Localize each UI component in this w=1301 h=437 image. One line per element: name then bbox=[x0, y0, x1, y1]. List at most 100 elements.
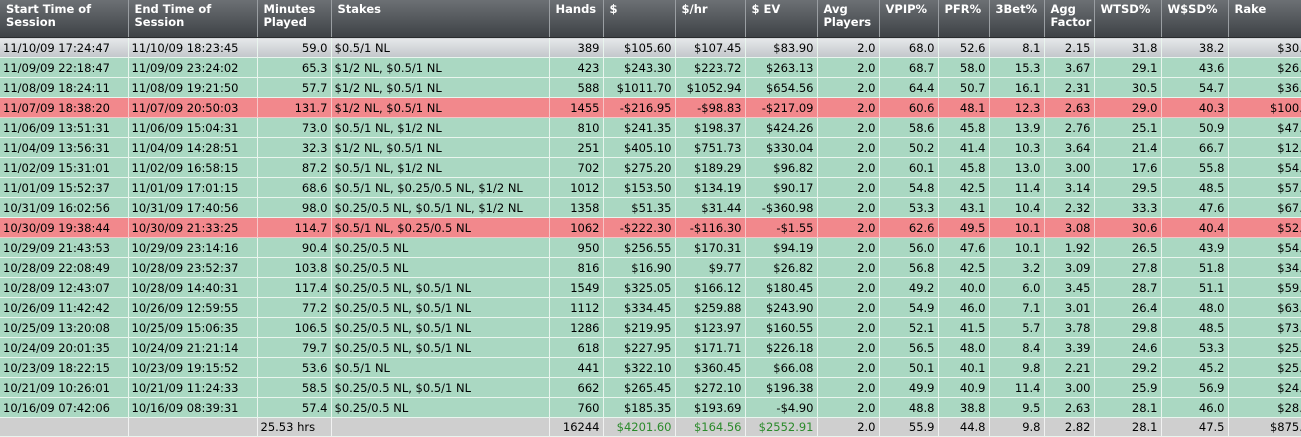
column-header-dollars-per-hour[interactable]: $/hr bbox=[675, 0, 746, 38]
cell-vpip: 49.2 bbox=[879, 277, 939, 298]
cell-hands: 810 bbox=[549, 117, 604, 138]
column-header-dollars-won[interactable]: $ bbox=[603, 0, 676, 38]
cell-start-time: 11/01/09 15:52:37 bbox=[0, 177, 129, 198]
table-row[interactable]: 11/02/09 15:31:01 11/02/09 16:58:15 87.2 $0… bbox=[0, 157, 1301, 178]
table-row[interactable]: 10/28/09 12:43:07 10/28/09 14:40:31 117.4 $… bbox=[0, 277, 1301, 298]
cell-rake: $100.85 bbox=[1228, 97, 1301, 118]
cell-avg-players: 2.0 bbox=[817, 357, 880, 378]
cell-dollars-won: $227.95 bbox=[603, 337, 676, 358]
cell-dollars-won: $153.50 bbox=[603, 177, 676, 198]
cell-wtsd: 26.5 bbox=[1094, 237, 1162, 258]
cell-rake: $52.25 bbox=[1228, 217, 1301, 238]
cell-agg-factor: 3.14 bbox=[1044, 177, 1095, 198]
column-header-wsd[interactable]: W$SD% bbox=[1161, 0, 1229, 38]
table-row[interactable]: 10/25/09 13:20:08 10/25/09 15:06:35 106.5 $… bbox=[0, 317, 1301, 338]
cell-minutes-played: 57.7 bbox=[257, 77, 332, 98]
column-header-avg-players[interactable]: Avg Players bbox=[817, 0, 880, 38]
cell-vpip: 50.1 bbox=[879, 357, 939, 378]
table-row[interactable]: 10/24/09 20:01:35 10/24/09 21:21:14 79.7 $0… bbox=[0, 337, 1301, 358]
cell-end-time: 10/26/09 12:59:55 bbox=[128, 297, 258, 318]
header-row: Start Time of Session End Time of Session… bbox=[0, 0, 1301, 38]
cell-hands: 816 bbox=[549, 257, 604, 278]
cell-wtsd: 17.6 bbox=[1094, 157, 1162, 178]
cell-pfr: 48.1 bbox=[938, 97, 990, 118]
table-row[interactable]: 10/26/09 11:42:42 10/26/09 12:59:55 77.2 $0… bbox=[0, 297, 1301, 318]
cell-hands: 423 bbox=[549, 57, 604, 78]
summary-agg-factor: 2.82 bbox=[1044, 417, 1095, 437]
cell-wtsd: 33.3 bbox=[1094, 197, 1162, 218]
cell-vpip: 60.1 bbox=[879, 157, 939, 178]
cell-dollars-per-hour: $193.69 bbox=[675, 397, 746, 418]
column-header-threebet[interactable]: 3Bet% bbox=[989, 0, 1045, 38]
cell-pfr: 41.4 bbox=[938, 137, 990, 158]
table-row[interactable]: 10/29/09 21:43:53 10/29/09 23:14:16 90.4 $0… bbox=[0, 237, 1301, 258]
cell-threebet: 10.1 bbox=[989, 237, 1045, 258]
column-header-pfr[interactable]: PFR% bbox=[938, 0, 990, 38]
cell-dollars-ev: $424.26 bbox=[745, 117, 818, 138]
column-header-vpip[interactable]: VPIP% bbox=[879, 0, 939, 38]
column-header-stakes[interactable]: Stakes bbox=[331, 0, 550, 38]
cell-avg-players: 2.0 bbox=[817, 397, 880, 418]
table-row[interactable]: 11/09/09 22:18:47 11/09/09 23:24:02 65.3 $1… bbox=[0, 57, 1301, 78]
cell-dollars-won: $256.55 bbox=[603, 237, 676, 258]
column-header-minutes-played[interactable]: Minutes Played bbox=[257, 0, 332, 38]
cell-vpip: 56.8 bbox=[879, 257, 939, 278]
cell-agg-factor: 2.32 bbox=[1044, 197, 1095, 218]
cell-vpip: 62.6 bbox=[879, 217, 939, 238]
cell-rake: $59.57 bbox=[1228, 277, 1301, 298]
cell-vpip: 56.5 bbox=[879, 337, 939, 358]
column-header-hands[interactable]: Hands bbox=[549, 0, 604, 38]
cell-minutes-played: 131.7 bbox=[257, 97, 332, 118]
cell-agg-factor: 3.00 bbox=[1044, 377, 1095, 398]
cell-pfr: 42.5 bbox=[938, 257, 990, 278]
cell-agg-factor: 3.67 bbox=[1044, 57, 1095, 78]
table-row[interactable]: 11/01/09 15:52:37 11/01/09 17:01:15 68.6 $0… bbox=[0, 177, 1301, 198]
cell-stakes: $0.25/0.5 NL bbox=[331, 397, 550, 418]
cell-minutes-played: 59.0 bbox=[257, 37, 332, 58]
cell-threebet: 6.0 bbox=[989, 277, 1045, 298]
cell-rake: $54.21 bbox=[1228, 237, 1301, 258]
cell-avg-players: 2.0 bbox=[817, 157, 880, 178]
table-row[interactable]: 10/31/09 16:02:56 10/31/09 17:40:56 98.0 $0… bbox=[0, 197, 1301, 218]
cell-hands: 662 bbox=[549, 377, 604, 398]
table-row[interactable]: 11/04/09 13:56:31 11/04/09 14:28:51 32.3 $1… bbox=[0, 137, 1301, 158]
cell-start-time: 10/29/09 21:43:53 bbox=[0, 237, 129, 258]
column-header-end-time[interactable]: End Time of Session bbox=[128, 0, 258, 38]
table-row[interactable]: 10/16/09 07:42:06 10/16/09 08:39:31 57.4 $0… bbox=[0, 397, 1301, 418]
table-row[interactable]: 11/07/09 18:38:20 11/07/09 20:50:03 131.7 $… bbox=[0, 97, 1301, 118]
cell-end-time: 10/29/09 23:14:16 bbox=[128, 237, 258, 258]
cell-agg-factor: 3.64 bbox=[1044, 137, 1095, 158]
cell-dollars-ev: -$217.09 bbox=[745, 97, 818, 118]
table-row[interactable]: 11/06/09 13:51:31 11/06/09 15:04:31 73.0 $0… bbox=[0, 117, 1301, 138]
cell-stakes: $0.25/0.5 NL, $0.5/1 NL bbox=[331, 297, 550, 318]
cell-hands: 1549 bbox=[549, 277, 604, 298]
cell-pfr: 41.5 bbox=[938, 317, 990, 338]
column-header-dollars-ev[interactable]: $ EV bbox=[745, 0, 818, 38]
cell-wsd: 40.3 bbox=[1161, 97, 1229, 118]
cell-end-time: 10/28/09 23:52:37 bbox=[128, 257, 258, 278]
cell-end-time: 10/21/09 11:24:33 bbox=[128, 377, 258, 398]
cell-minutes-played: 90.4 bbox=[257, 237, 332, 258]
column-header-agg-factor[interactable]: Agg Factor bbox=[1044, 0, 1095, 38]
cell-avg-players: 2.0 bbox=[817, 77, 880, 98]
cell-avg-players: 2.0 bbox=[817, 317, 880, 338]
cell-start-time: 10/30/09 19:38:44 bbox=[0, 217, 129, 238]
cell-start-time: 11/02/09 15:31:01 bbox=[0, 157, 129, 178]
cell-rake: $24.21 bbox=[1228, 377, 1301, 398]
cell-start-time: 10/16/09 07:42:06 bbox=[0, 397, 129, 418]
table-row[interactable]: 10/23/09 18:22:15 10/23/09 19:15:52 53.6 $0… bbox=[0, 357, 1301, 378]
cell-dollars-ev: $654.56 bbox=[745, 77, 818, 98]
column-header-rake[interactable]: Rake bbox=[1228, 0, 1301, 38]
cell-start-time: 10/25/09 13:20:08 bbox=[0, 317, 129, 338]
cell-wtsd: 24.6 bbox=[1094, 337, 1162, 358]
column-header-start-time[interactable]: Start Time of Session bbox=[0, 0, 129, 38]
table-row[interactable]: 10/21/09 10:26:01 10/21/09 11:24:33 58.5 $0… bbox=[0, 377, 1301, 398]
table-row[interactable]: 11/08/09 18:24:11 11/08/09 19:21:50 57.7 $1… bbox=[0, 77, 1301, 98]
table-row[interactable]: 10/28/09 22:08:49 10/28/09 23:52:37 103.8 $… bbox=[0, 257, 1301, 278]
cell-threebet: 10.4 bbox=[989, 197, 1045, 218]
table-row[interactable]: 10/30/09 19:38:44 10/30/09 21:33:25 114.7 $… bbox=[0, 217, 1301, 238]
column-header-wtsd[interactable]: WTSD% bbox=[1094, 0, 1162, 38]
cell-agg-factor: 2.63 bbox=[1044, 97, 1095, 118]
summary-row: 25.53 hrs 16244 $4201.60 $164.56 $2552.91 2.0… bbox=[0, 417, 1301, 437]
table-row[interactable]: 11/10/09 17:24:47 11/10/09 18:23:45 59.0 $0… bbox=[0, 37, 1301, 58]
